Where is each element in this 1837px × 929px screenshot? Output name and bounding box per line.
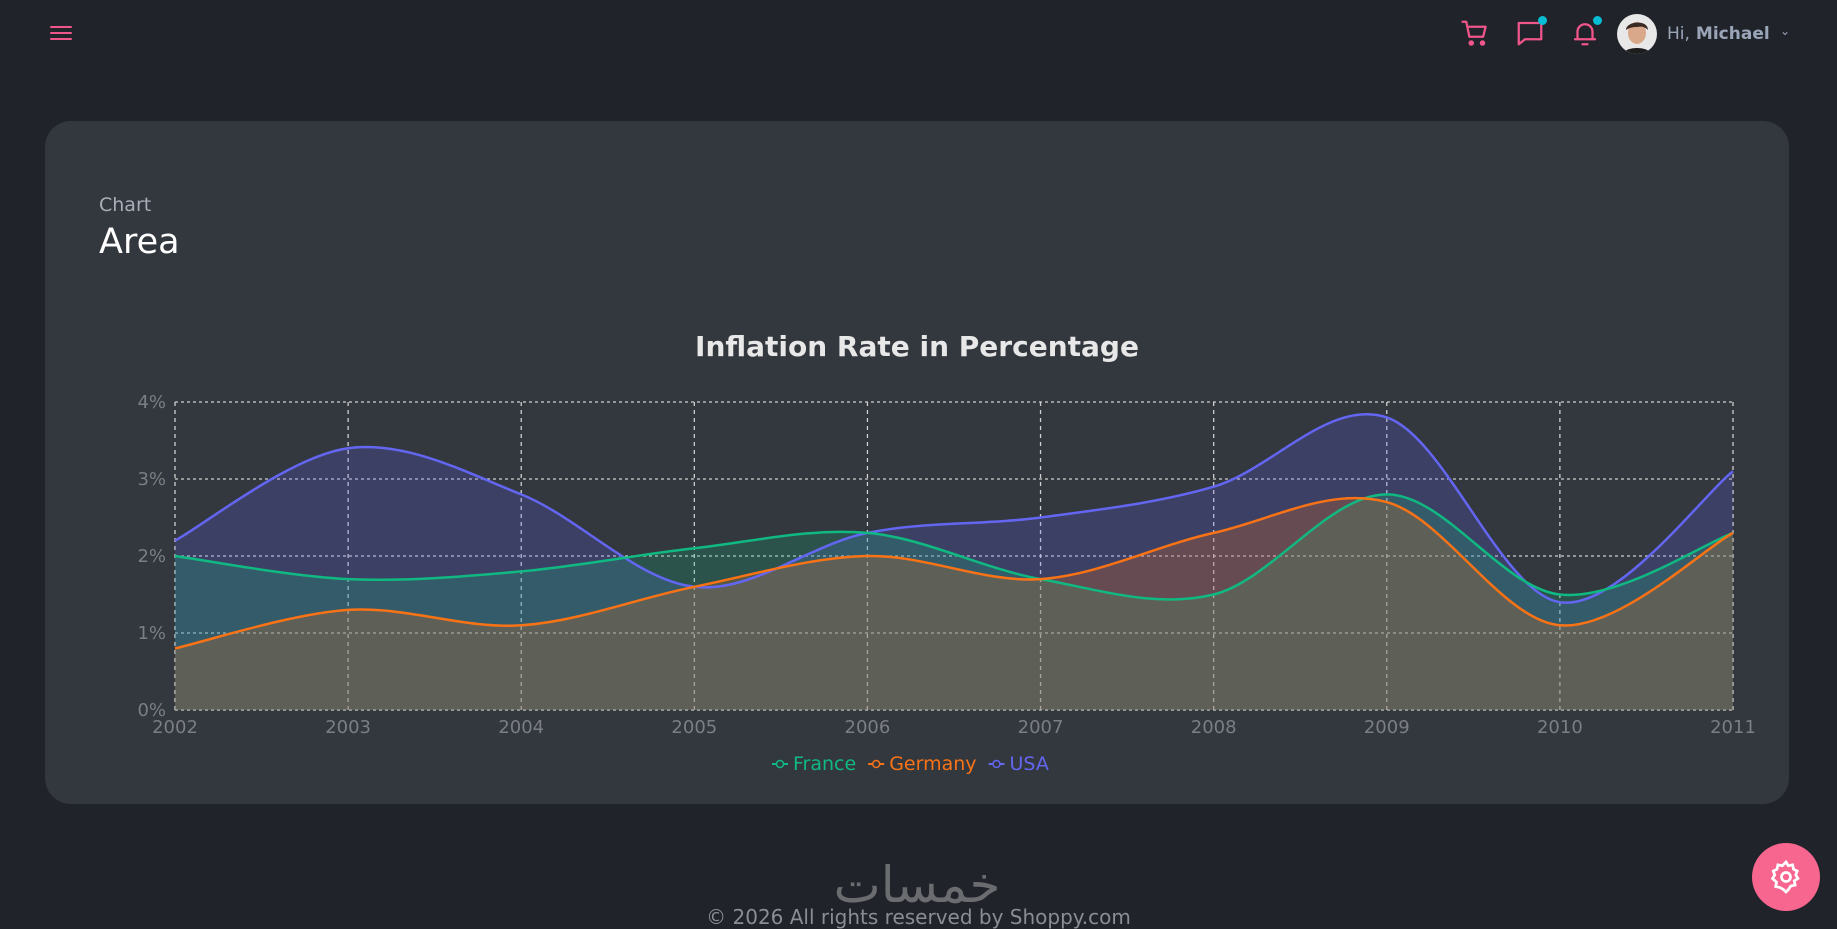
x-tick-label: 2009: [1364, 717, 1410, 738]
footer-copyright: © 2026 All rights reserved by Shoppy.com: [706, 905, 1131, 929]
x-tick-label: 2010: [1537, 717, 1583, 738]
x-tick-label: 2007: [1018, 717, 1064, 738]
legend-marker-dot: [775, 759, 785, 769]
x-tick-label: 2004: [498, 717, 544, 738]
line-france: [174, 493, 1734, 601]
x-tick-label: 2005: [671, 717, 717, 738]
y-tick-label: 4%: [137, 392, 166, 413]
line-germany: [174, 496, 1734, 650]
y-tick-label: 1%: [137, 623, 166, 644]
top-navbar: Hi, Michael ⌄: [0, 0, 1837, 70]
x-tick-label: 2008: [1191, 717, 1237, 738]
khamsat-logo: خمسات: [834, 858, 1001, 908]
area-usa: [175, 414, 1733, 710]
user-name: Michael: [1695, 24, 1770, 44]
area-france: [175, 494, 1733, 710]
area-germany: [175, 498, 1733, 710]
page-category: Chart: [99, 194, 152, 216]
greeting-text: Hi,: [1667, 24, 1690, 44]
chart-card: [45, 121, 1789, 804]
notification-badge: [1538, 16, 1547, 25]
line-usa: [174, 412, 1734, 604]
legend-marker-dot: [871, 759, 881, 769]
gear-icon: [1770, 859, 1800, 894]
y-tick-label: 2%: [137, 546, 166, 567]
legend-marker-dot: [992, 759, 1001, 769]
x-tick-label: 2003: [325, 717, 371, 738]
user-greeting[interactable]: Hi, Michael: [1667, 24, 1770, 44]
page-title: Area: [99, 222, 180, 262]
notification-badge: [1593, 16, 1602, 25]
x-tick-label: 2002: [152, 717, 198, 738]
bell-icon[interactable]: [1570, 16, 1602, 48]
y-tick-label: 3%: [137, 469, 166, 490]
x-tick-label: 2011: [1710, 717, 1756, 738]
legend-item: France: [793, 753, 856, 775]
legend-item: USA: [1010, 753, 1049, 775]
chart-title: Inflation Rate in Percentage: [695, 330, 1139, 363]
legend-item: Germany: [889, 753, 976, 775]
menu-icon[interactable]: [50, 22, 72, 42]
avatar[interactable]: [1617, 14, 1657, 54]
y-tick-label: 0%: [137, 700, 166, 721]
x-tick-label: 2006: [845, 717, 891, 738]
chevron-down-icon[interactable]: ⌄: [1780, 24, 1791, 38]
chat-icon[interactable]: [1515, 16, 1547, 48]
settings-button[interactable]: [1752, 843, 1820, 911]
svg-text:خمسات: خمسات: [834, 858, 1001, 908]
cart-icon[interactable]: [1460, 18, 1490, 48]
